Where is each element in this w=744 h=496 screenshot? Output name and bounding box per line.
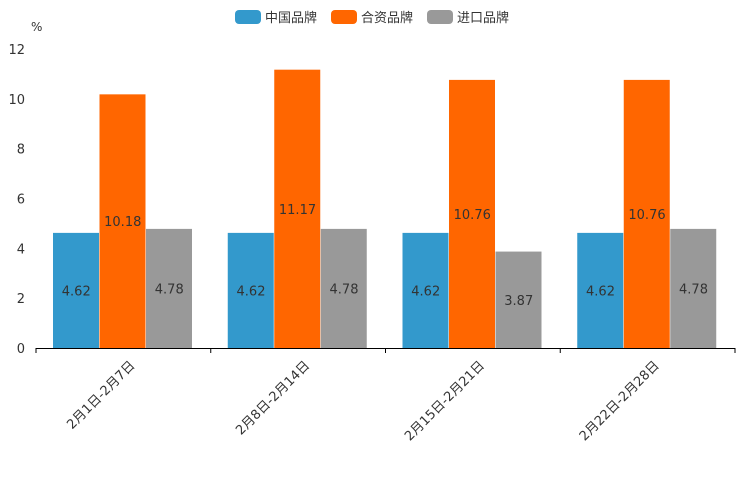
y-tick-label: 4 — [17, 242, 25, 257]
legend-label-imported-brand: 进口品牌 — [457, 11, 510, 26]
legend-label-china-brand: 中国品牌 — [264, 11, 317, 26]
y-tick-label: 0 — [17, 342, 25, 357]
x-category-label: 2月22日-2月28日 — [577, 358, 663, 444]
x-category-label: 2月1日-2月7日 — [64, 358, 138, 432]
y-tick-label: 6 — [17, 193, 25, 208]
legend-label-joint-venture-brand: 合资品牌 — [360, 11, 413, 26]
y-tick-label: 10 — [8, 93, 25, 108]
y-tick-label: 12 — [8, 43, 25, 58]
bar-china-brand — [402, 232, 449, 348]
legend-swatch-joint-venture-brand — [330, 9, 357, 24]
data-label: 4.62 — [237, 284, 266, 299]
y-tick-label: 8 — [17, 143, 25, 158]
data-label: 4.62 — [62, 284, 91, 299]
x-category-label: 2月15日-2月21日 — [402, 358, 488, 444]
data-label: 10.18 — [104, 215, 141, 230]
bar-china-brand — [53, 232, 99, 348]
bar-imported-brand — [320, 228, 367, 348]
data-label: 4.62 — [411, 284, 440, 299]
data-label: 10.76 — [628, 208, 665, 223]
legend-item-imported-brand[interactable]: 进口品牌 — [427, 7, 509, 26]
data-label: 4.78 — [679, 282, 708, 297]
bar-china-brand — [227, 232, 274, 348]
data-label: 4.78 — [155, 282, 184, 297]
legend-swatch-china-brand — [234, 9, 261, 24]
y-axis-unit-label: % — [31, 20, 43, 34]
legend-swatch-imported-brand — [427, 9, 453, 24]
bar-imported-brand — [670, 228, 717, 348]
data-label: 4.78 — [330, 282, 359, 297]
legend-item-joint-venture-brand[interactable]: 合资品牌 — [330, 7, 413, 26]
bar-imported-brand — [146, 228, 192, 348]
data-label: 4.62 — [586, 284, 615, 299]
y-tick-label: 2 — [17, 292, 25, 307]
data-label: 10.76 — [454, 208, 491, 223]
bar-imported-brand — [495, 251, 542, 348]
bar-joint-venture-brand — [274, 69, 321, 348]
legend: 中国品牌 合资品牌 进口品牌 — [0, 7, 744, 26]
x-category-label: 2月8日-2月14日 — [233, 358, 313, 438]
bar-joint-venture-brand — [99, 94, 146, 349]
bar-joint-venture-brand — [623, 79, 670, 348]
data-label: 3.87 — [504, 294, 533, 309]
bar-china-brand — [577, 232, 624, 348]
data-label: 11.17 — [279, 203, 316, 218]
legend-item-china-brand[interactable]: 中国品牌 — [234, 7, 317, 26]
bar-joint-venture-brand — [449, 79, 495, 348]
